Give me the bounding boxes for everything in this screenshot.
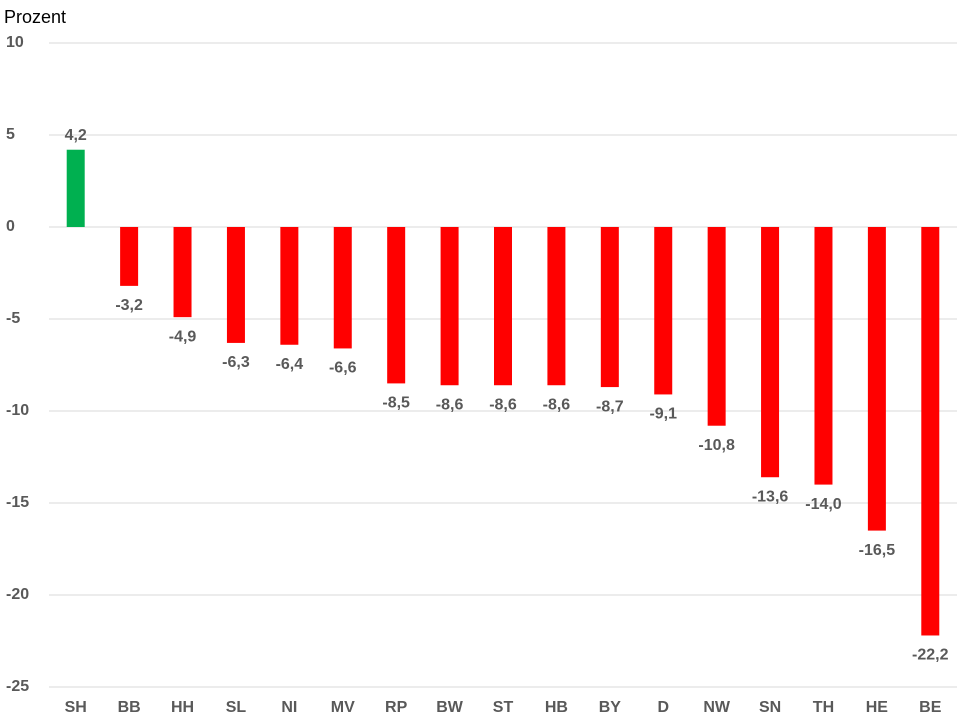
x-tick-label: D [657, 699, 669, 716]
data-label: -9,1 [649, 406, 677, 423]
bar [66, 149, 85, 227]
bar [814, 227, 833, 485]
data-label: -4,9 [169, 328, 197, 345]
data-label: -8,5 [382, 395, 410, 412]
data-label: -14,0 [805, 496, 842, 513]
y-tick-label: -5 [6, 310, 20, 327]
x-tick-label: NI [281, 699, 297, 716]
x-tick-label: SL [226, 699, 247, 716]
data-label: 4,2 [65, 127, 87, 144]
bar [120, 227, 139, 286]
y-tick-label: 5 [6, 126, 15, 143]
bar [654, 227, 673, 395]
bar [280, 227, 299, 345]
y-tick-label: 0 [6, 218, 15, 235]
data-label: -13,6 [752, 488, 789, 505]
x-tick-label: MV [331, 699, 355, 716]
x-tick-label: SH [65, 699, 87, 716]
data-label: -22,2 [912, 647, 949, 664]
bar [440, 227, 459, 386]
x-tick-label: SN [759, 699, 781, 716]
x-tick-label: BW [436, 699, 464, 716]
y-axis-title: Prozent [4, 7, 66, 27]
bar [173, 227, 192, 318]
x-tick-label: TH [813, 699, 834, 716]
y-tick-label: -25 [6, 678, 29, 695]
x-tick-label: BB [118, 699, 141, 716]
bar [333, 227, 352, 349]
y-tick-label: -15 [6, 494, 29, 511]
x-tick-label: ST [493, 699, 514, 716]
x-tick-label: HE [866, 699, 889, 716]
x-tick-label: BY [599, 699, 622, 716]
bar [921, 227, 940, 636]
x-tick-label: HH [171, 699, 194, 716]
bar [226, 227, 245, 343]
data-label: -8,6 [436, 396, 464, 413]
bar [600, 227, 619, 388]
x-tick-label: BE [919, 699, 942, 716]
data-label: -8,7 [596, 398, 624, 415]
data-label: -6,4 [276, 356, 304, 373]
data-label: -16,5 [859, 542, 896, 559]
data-label: -10,8 [698, 437, 735, 454]
data-label: -6,6 [329, 360, 357, 377]
data-label: -3,2 [115, 297, 143, 314]
data-label: -8,6 [489, 396, 517, 413]
y-tick-label: -10 [6, 402, 29, 419]
bar [707, 227, 726, 426]
y-tick-label: 10 [6, 34, 24, 51]
bar [761, 227, 780, 478]
y-tick-label: -20 [6, 586, 29, 603]
bar [867, 227, 886, 531]
bar [494, 227, 512, 386]
x-tick-label: NW [703, 699, 731, 716]
data-label: -6,3 [222, 354, 250, 371]
bar [547, 227, 566, 386]
x-tick-label: RP [385, 699, 408, 716]
bar [387, 227, 406, 384]
x-tick-label: HB [545, 699, 568, 716]
data-label: -8,6 [543, 396, 571, 413]
